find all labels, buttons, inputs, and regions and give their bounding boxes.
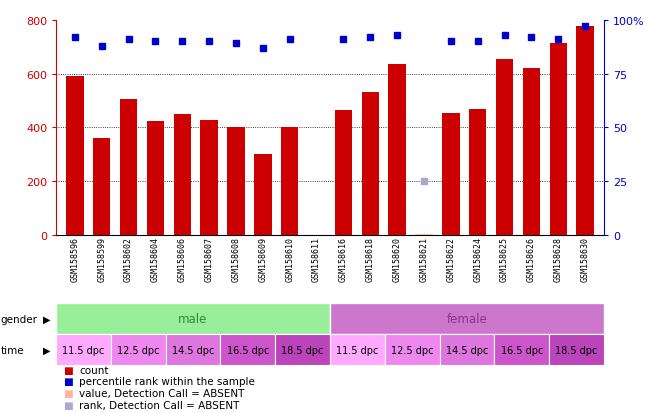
Bar [254,155,272,235]
Bar [442,113,459,235]
Text: ■: ■ [63,365,73,375]
Text: GSM158606: GSM158606 [178,237,187,282]
Text: GSM158628: GSM158628 [554,237,563,282]
Text: 14.5 dpc: 14.5 dpc [172,345,214,355]
Text: GSM158610: GSM158610 [285,237,294,282]
Bar [56,335,111,366]
Bar [330,304,604,335]
Text: GSM158607: GSM158607 [205,237,214,282]
Bar [549,335,604,366]
Text: ■: ■ [63,377,73,387]
Text: GSM158608: GSM158608 [232,237,240,282]
Bar [335,111,352,235]
Bar [275,335,330,366]
Text: GSM158609: GSM158609 [258,237,267,282]
Text: 12.5 dpc: 12.5 dpc [391,345,434,355]
Bar [494,335,549,366]
Bar [220,335,275,366]
Bar [550,43,567,235]
Text: count: count [79,365,109,375]
Bar [120,100,137,235]
Text: 12.5 dpc: 12.5 dpc [117,345,160,355]
Text: gender: gender [1,314,38,324]
Text: 11.5 dpc: 11.5 dpc [62,345,105,355]
Text: percentile rank within the sample: percentile rank within the sample [79,377,255,387]
Text: time: time [1,345,24,355]
Bar [281,128,298,235]
Text: value, Detection Call = ABSENT: value, Detection Call = ABSENT [79,388,245,399]
Text: 11.5 dpc: 11.5 dpc [336,345,379,355]
Bar [496,59,513,235]
Text: ▶: ▶ [43,345,50,355]
Text: GSM158618: GSM158618 [366,237,375,282]
Bar [362,93,379,235]
Text: 14.5 dpc: 14.5 dpc [446,345,488,355]
Text: GSM158630: GSM158630 [581,237,589,282]
Bar [415,234,433,235]
Text: GSM158602: GSM158602 [124,237,133,282]
Bar [440,335,494,366]
Text: GSM158621: GSM158621 [420,237,428,282]
Text: GSM158620: GSM158620 [393,237,402,282]
Text: 18.5 dpc: 18.5 dpc [281,345,324,355]
Text: male: male [178,313,208,325]
Text: GSM158596: GSM158596 [71,237,79,282]
Text: GSM158624: GSM158624 [473,237,482,282]
Text: ■: ■ [63,388,73,399]
Bar [93,139,110,235]
Text: rank, Detection Call = ABSENT: rank, Detection Call = ABSENT [79,400,240,410]
Bar [166,335,220,366]
Bar [66,77,84,235]
Text: GSM158611: GSM158611 [312,237,321,282]
Text: ■: ■ [63,400,73,410]
Bar [576,27,594,235]
Text: GSM158626: GSM158626 [527,237,536,282]
Text: female: female [447,313,487,325]
Bar [385,335,440,366]
Bar [469,109,486,235]
Bar [201,121,218,235]
Bar [523,69,540,235]
Bar [174,115,191,235]
Text: GSM158599: GSM158599 [97,237,106,282]
Bar [227,128,245,235]
Bar [56,304,330,335]
Text: 16.5 dpc: 16.5 dpc [500,345,543,355]
Text: GSM158616: GSM158616 [339,237,348,282]
Text: 18.5 dpc: 18.5 dpc [555,345,598,355]
Text: GSM158625: GSM158625 [500,237,509,282]
Text: 16.5 dpc: 16.5 dpc [226,345,269,355]
Bar [147,121,164,235]
Bar [111,335,166,366]
Bar [330,335,385,366]
Text: GSM158622: GSM158622 [446,237,455,282]
Text: GSM158604: GSM158604 [151,237,160,282]
Text: ▶: ▶ [43,314,50,324]
Bar [388,65,406,235]
